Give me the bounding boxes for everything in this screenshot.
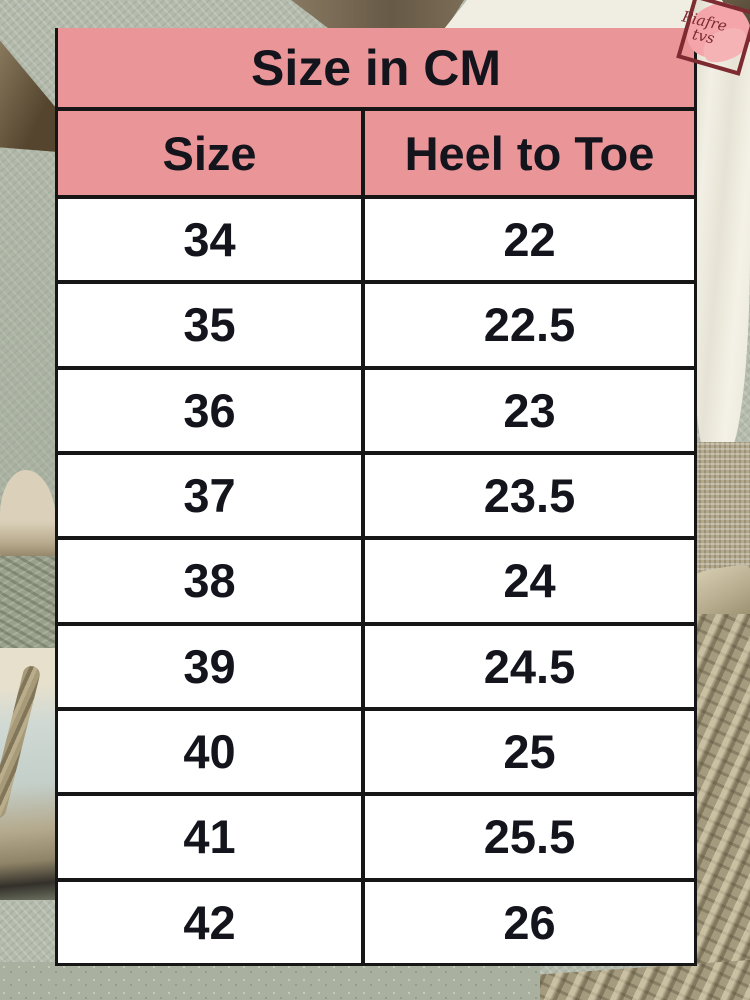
size-value: 34 [58,199,365,281]
table-row: 40 25 [58,710,694,797]
heel-to-toe-value: 25 [503,725,556,779]
table-row: 38 24 [58,540,694,626]
size-value: 38 [58,540,365,622]
wood-bench-photo [291,0,464,29]
column-header-size: Size [58,111,365,195]
table-row: 34 22 [58,199,694,285]
size-value: 37 [58,454,365,537]
column-header-heel-to-toe: Heel to Toe [404,126,655,180]
woven-basket-photo [694,614,750,1000]
table-header-row: Size Heel to Toe [58,111,694,199]
size-value: 42 [58,881,365,963]
size-chart-table: Size in CM Size Heel to Toe 34 22 35 22.… [55,28,697,966]
size-value: 40 [58,710,365,793]
heel-to-toe-value: 22 [503,213,556,267]
table-row: 37 23.5 [58,454,694,541]
size-value: 35 [58,284,365,366]
white-fabric-photo [694,0,750,458]
heel-to-toe-value: 22.5 [483,298,576,352]
wood-corner-photo [0,40,58,152]
table-row: 35 22.5 [58,284,694,370]
heel-to-toe-value: 23.5 [483,469,576,523]
brand-watermark: Piafre tvs [672,0,750,104]
heel-to-toe-value: 25.5 [483,810,576,864]
size-value: 41 [58,796,365,878]
size-value: 36 [58,369,365,451]
heel-to-toe-value: 24 [503,554,556,608]
heel-to-toe-value: 23 [503,383,556,437]
size-value: 39 [58,625,365,707]
woven-basket-photo [518,960,750,1000]
woven-mat-photo [0,962,540,1000]
table-title: Size in CM [58,28,694,111]
white-fabric-photo [444,0,700,29]
heel-to-toe-value: 26 [503,895,556,949]
espadrille-shoe-photo [0,470,56,568]
table-row: 36 23 [58,369,694,455]
table-row: 39 24.5 [58,625,694,711]
table-row: 41 25.5 [58,796,694,882]
table-row: 42 26 [58,881,694,963]
heel-to-toe-value: 24.5 [483,639,576,693]
